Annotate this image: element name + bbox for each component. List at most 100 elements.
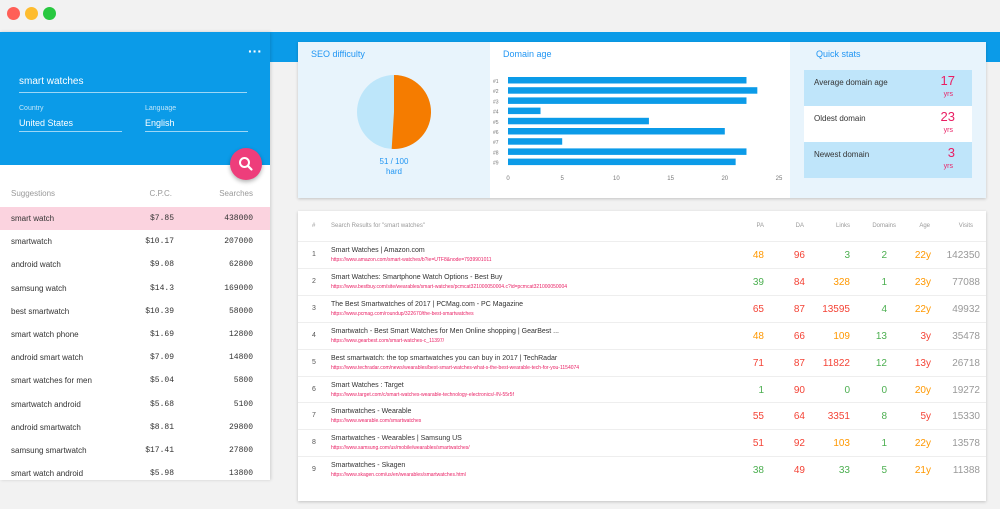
domains-count: 8	[881, 411, 887, 423]
age-chart-category-label: #9	[493, 161, 499, 167]
suggestion-cpc: $8.81	[149, 422, 174, 432]
result-title[interactable]: Best smartwatch: the top smartwatches yo…	[331, 354, 558, 362]
suggestion-row[interactable]: android smartwatch $8.81 29800	[0, 416, 270, 439]
searches-header: Searches	[219, 189, 253, 198]
suggestion-row[interactable]: best smartwatch $10.39 58000	[0, 300, 270, 323]
result-url[interactable]: https://www.wearable.com/smartwatches	[331, 418, 422, 425]
suggestion-searches: 438000	[224, 214, 253, 223]
search-button[interactable]	[230, 148, 262, 180]
visits-count: 11388	[952, 465, 980, 477]
page-authority: 48	[752, 330, 764, 342]
suggestion-searches: 13800	[228, 469, 253, 479]
more-dots-icon[interactable]: ···	[248, 43, 262, 59]
domains-count: 2	[881, 250, 887, 261]
domain-authority: 92	[793, 438, 805, 450]
suggestion-row[interactable]: samsung watch $14.3 169000	[0, 277, 270, 300]
suggestion-row[interactable]: samsung smartwatch $17.41 27800	[0, 439, 270, 462]
result-row[interactable]: 6 Smart Watches : Target https://www.targe…	[298, 375, 986, 404]
result-title[interactable]: Smartwatch - Best Smart Watches for Men …	[331, 327, 559, 335]
links-header: Links	[835, 223, 850, 229]
suggestion-row[interactable]: android smart watch $7.09 14800	[0, 346, 270, 369]
suggestions-header: Suggestions	[11, 189, 56, 198]
result-row[interactable]: 8 Smartwatches - Wearables | Samsung US ht…	[298, 429, 986, 457]
result-rank: 3	[312, 304, 316, 312]
result-rank: 9	[312, 466, 316, 474]
result-title[interactable]: Smart Watches: Smartphone Watch Options …	[331, 273, 503, 281]
links-count: 0	[844, 384, 850, 396]
result-row[interactable]: 2 Smart Watches: Smartphone Watch Options…	[298, 267, 986, 296]
suggestion-row[interactable]: smart watch android $5.98 13800	[0, 462, 270, 485]
result-title[interactable]: The Best Smartwatches of 2017 | PCMag.co…	[331, 300, 524, 308]
result-row[interactable]: 7 Smartwatches - Wearable https://www.wear…	[298, 402, 986, 430]
suggestion-cpc: $9.08	[149, 260, 174, 270]
result-row[interactable]: 4 Smartwatch - Best Smart Watches for Men…	[298, 321, 986, 350]
zoom-window-button[interactable]	[43, 7, 56, 20]
age-chart-category-label: #7	[493, 140, 499, 146]
domains-count: 0	[881, 384, 887, 396]
domains-count: 4	[881, 303, 887, 315]
close-window-button[interactable]	[7, 7, 20, 20]
suggestion-searches: 5100	[233, 399, 253, 409]
suggestion-row[interactable]: smartwatch android $5.68 5100	[0, 393, 270, 416]
suggestion-row[interactable]: smart watch phone $1.69 12800	[0, 323, 270, 346]
result-url[interactable]: https://www.samsung.com/us/mobile/wearab…	[331, 445, 470, 452]
stat-value: 23	[940, 109, 955, 124]
age-chart-tick-label: 25	[776, 176, 783, 182]
result-title[interactable]: Smartwatches - Wearable	[331, 408, 412, 416]
domains-count: 1	[881, 276, 887, 288]
search-icon	[239, 157, 253, 171]
result-row[interactable]: 1 Smart Watches | Amazon.com https://www.a…	[298, 241, 986, 269]
result-url[interactable]: https://www.pcmag.com/roundup/322670/the…	[331, 310, 474, 317]
domain-age-value: 20y	[914, 384, 931, 396]
page-authority: 39	[752, 276, 764, 288]
result-title[interactable]: Smart Watches | Amazon.com	[331, 247, 425, 254]
page-authority: 48	[752, 250, 764, 261]
suggestion-row[interactable]: smart watches for men $5.04 5800	[0, 369, 270, 392]
result-title[interactable]: Smart Watches : Target	[331, 381, 404, 389]
result-url[interactable]: https://www.amazon.com/smart-watches/b?i…	[331, 257, 492, 263]
domain-authority: 84	[793, 276, 805, 288]
average-domain-age-stat: Average domain age 17 yrs	[804, 70, 972, 106]
suggestion-row[interactable]: android watch $9.08 62800	[0, 253, 270, 276]
result-row[interactable]: 3 The Best Smartwatches of 2017 | PCMag.c…	[298, 294, 986, 323]
visits-count: 35478	[952, 330, 980, 342]
language-select[interactable]: English	[145, 118, 248, 132]
result-url[interactable]: https://www.gearbest.com/smart-watches-c…	[331, 337, 445, 344]
suggestion-keyword: smartwatch android	[11, 399, 81, 409]
page-authority: 38	[752, 465, 764, 477]
visits-count: 19272	[952, 384, 980, 396]
results-header: Search Results for "smart watches"	[331, 223, 425, 229]
pa-header: PA	[756, 223, 764, 229]
age-chart-category-label: #6	[493, 130, 499, 136]
domains-count: 13	[875, 330, 887, 342]
links-count: 33	[838, 465, 850, 477]
result-title[interactable]: Smartwatches - Wearables | Samsung US	[331, 435, 462, 443]
visits-count: 77088	[952, 276, 980, 288]
result-url[interactable]: https://www.target.com/c/smart-watches-w…	[331, 391, 514, 398]
links-count: 3	[844, 250, 850, 261]
result-url[interactable]: https://www.skagen.com/us/en/wearables/s…	[331, 472, 466, 479]
domain-authority: 87	[793, 357, 805, 369]
domain-authority: 66	[793, 330, 805, 342]
minimize-window-button[interactable]	[25, 7, 38, 20]
country-select[interactable]: United States	[19, 118, 122, 132]
visits-count: 142350	[946, 250, 980, 261]
visits-count: 49932	[952, 303, 980, 315]
domain-age-value: 3y	[920, 330, 931, 342]
age-chart-category-label: #8	[493, 150, 499, 156]
suggestion-searches: 12800	[228, 330, 253, 339]
suggestion-row[interactable]: smart watch $7.85 438000	[0, 207, 270, 230]
keyword-input[interactable]: smart watches	[19, 76, 247, 93]
domain-age-chart: #1 #2 #3 #4 #5 #6 #7 #8 #9 0 5 10 15 20 25	[493, 77, 783, 182]
suggestion-row[interactable]: smartwatch $10.17 207000	[0, 230, 270, 253]
result-row[interactable]: 9 Smartwatches - Skagen https://www.skagen…	[298, 456, 986, 484]
result-row[interactable]: 5 Best smartwatch: the top smartwatches y…	[298, 348, 986, 377]
stat-label: Newest domain	[814, 150, 870, 159]
country-label: Country	[19, 105, 44, 112]
result-url[interactable]: https://www.techradar.com/news/wearables…	[331, 364, 580, 371]
result-title[interactable]: Smartwatches - Skagen	[331, 462, 406, 470]
domain-authority: 87	[793, 303, 805, 315]
result-url[interactable]: https://www.bestbuy.com/site/wearables/s…	[331, 283, 568, 290]
suggestion-cpc: $7.85	[149, 214, 174, 223]
suggestion-searches: 29800	[228, 422, 253, 432]
